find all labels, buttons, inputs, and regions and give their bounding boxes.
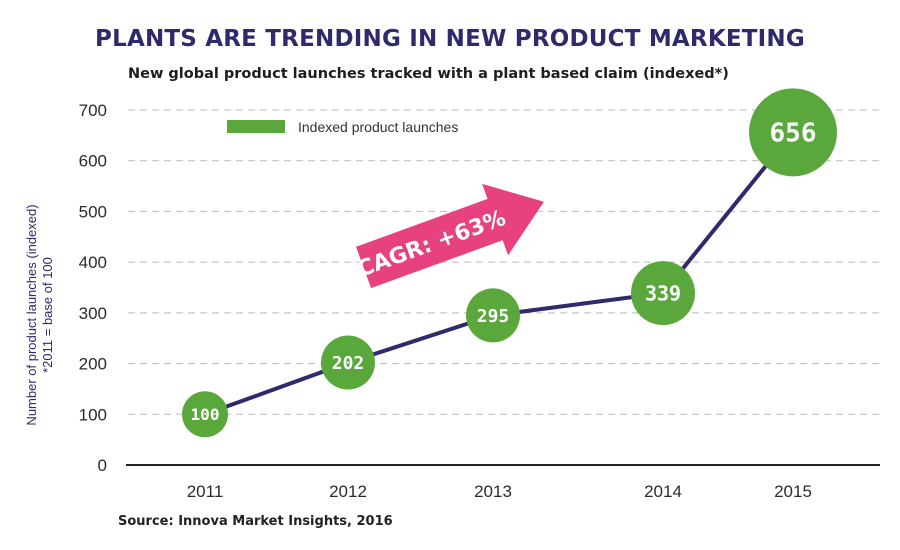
y-tick-label: 100: [79, 405, 107, 424]
x-tick-label: 2014: [644, 482, 682, 501]
x-tick-label: 2013: [474, 482, 512, 501]
y-axis-label: Number of product launches (indexed) *20…: [24, 204, 55, 425]
data-point: [466, 288, 520, 343]
data-point: [182, 391, 228, 438]
chart-title: PLANTS ARE TRENDING IN NEW PRODUCT MARKE…: [95, 26, 805, 52]
x-tick-label: 2015: [774, 482, 812, 501]
series-line: [204, 131, 795, 417]
y-tick-label: 500: [79, 202, 107, 221]
cagr-arrow: CAGR: +63%: [354, 183, 544, 289]
data-label: 100: [191, 405, 220, 424]
legend-label: Indexed product launches: [298, 119, 458, 135]
legend: Indexed product launches: [227, 119, 458, 135]
data-label: 339: [645, 281, 681, 305]
data-label: 295: [477, 306, 510, 327]
cagr-arrow-shape: [356, 183, 544, 289]
x-tick-label: 2011: [187, 482, 224, 501]
y-tick-label: 600: [79, 152, 107, 171]
y-axis-note: *2011 = base of 100: [40, 257, 55, 373]
y-tick-label: 0: [98, 456, 107, 475]
y-tick-label: 400: [79, 253, 107, 272]
data-point: [749, 88, 837, 177]
chart-subtitle: New global product launches tracked with…: [128, 66, 729, 82]
x-tick-label: 2012: [329, 482, 367, 501]
data-point: [321, 335, 375, 390]
data-point: [631, 261, 695, 326]
y-tick-label: 300: [79, 304, 107, 323]
legend-swatch: [227, 120, 285, 133]
source-note: Source: Innova Market Insights, 2016: [118, 514, 393, 529]
y-axis-title: Number of product launches (indexed): [24, 204, 39, 425]
y-tick-label: 200: [79, 355, 107, 374]
data-label: 202: [332, 353, 365, 374]
y-tick-label: 700: [79, 101, 107, 120]
data-label: 656: [770, 119, 817, 149]
